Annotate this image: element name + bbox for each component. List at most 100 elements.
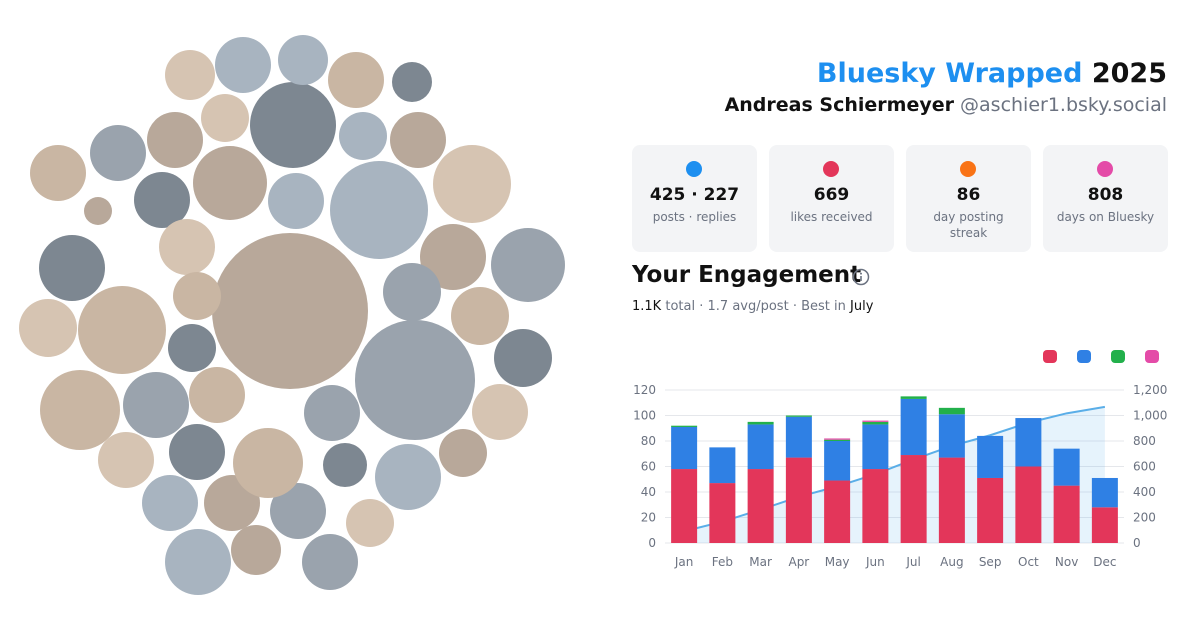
- avatar: [278, 35, 328, 85]
- bar: [785, 457, 812, 543]
- bar: [862, 421, 889, 425]
- avatar: [328, 52, 384, 108]
- avatar: [78, 286, 166, 374]
- user-name: Andreas Schiermeyer: [724, 94, 954, 116]
- avatar: [355, 320, 475, 440]
- legend-icon: [1043, 350, 1057, 363]
- avatar: [173, 272, 221, 320]
- profile: Andreas Schiermeyer @aschier1.bsky.socia…: [725, 94, 1167, 116]
- x-tick-label: Jul: [905, 555, 920, 569]
- stat-label: days on Bluesky: [1056, 210, 1155, 224]
- y2-tick-label: 600: [1133, 460, 1156, 474]
- summary: 1.1K total · 1.7 avg/post · Best in July: [632, 299, 874, 314]
- avatar: [494, 329, 552, 387]
- bar: [1053, 448, 1080, 486]
- legend-icon: [1145, 350, 1159, 363]
- avatar: [90, 125, 146, 181]
- bar: [862, 424, 889, 470]
- bar: [824, 480, 851, 543]
- avatar: [472, 384, 528, 440]
- bar: [824, 441, 851, 481]
- bar: [671, 425, 698, 427]
- section-title: Your Engagement: [632, 262, 862, 288]
- user-handle[interactable]: @aschier1.bsky.social: [960, 94, 1167, 116]
- avatar: [168, 324, 216, 372]
- bar: [1015, 418, 1042, 467]
- info-icon[interactable]: [852, 268, 872, 288]
- avatar: [346, 499, 394, 547]
- stat-value: 425 · 227: [649, 185, 740, 205]
- line-area: [684, 406, 1105, 543]
- bar: [785, 415, 812, 417]
- avatar-cloud: [19, 35, 565, 595]
- title: Bluesky Wrapped 2025: [817, 58, 1167, 89]
- bar: [671, 426, 698, 470]
- avatar: [84, 197, 112, 225]
- avatar: [250, 82, 336, 168]
- avatar: [201, 94, 249, 142]
- total: 1.1K: [632, 299, 662, 314]
- label: total: [665, 299, 696, 314]
- y-tick-label: 60: [641, 460, 656, 474]
- x-tick-label: Jan: [674, 555, 694, 569]
- y-tick-label: 0: [648, 536, 656, 550]
- y2-tick-label: 1,000: [1133, 409, 1167, 423]
- bar: [824, 438, 851, 440]
- avatar: [189, 367, 245, 423]
- x-tick-label: Mar: [749, 555, 772, 569]
- year: 2025: [1091, 58, 1167, 89]
- avatar: [215, 37, 271, 93]
- stat-card: 669 likes received: [769, 145, 894, 252]
- avatar: [30, 145, 86, 201]
- bar: [900, 398, 927, 456]
- avatar: [491, 228, 565, 302]
- avatar: [212, 233, 368, 389]
- avatar: [40, 370, 120, 450]
- avatar: [390, 112, 446, 168]
- stat-card: 808 days on Bluesky: [1043, 145, 1168, 252]
- bar: [977, 435, 1004, 478]
- bar: [709, 447, 736, 484]
- bar: [747, 424, 774, 470]
- avg: 1.7: [707, 299, 729, 314]
- y-tick-label: 120: [633, 383, 656, 397]
- avatar: [433, 145, 511, 223]
- bar: [824, 439, 851, 441]
- stat-label: day posting streak: [933, 210, 1004, 240]
- legend-icon: [1111, 350, 1125, 363]
- avatar: [169, 424, 225, 480]
- x-tick-label: Aug: [940, 555, 963, 569]
- avatar: [330, 161, 428, 259]
- x-tick-label: Oct: [1018, 555, 1039, 569]
- stat-card: 425 · 227 posts · replies: [632, 145, 757, 252]
- avatar: [231, 525, 281, 575]
- stat-icon: [1097, 161, 1113, 177]
- y-tick-label: 80: [641, 434, 656, 448]
- y-tick-label: 100: [633, 409, 656, 423]
- bar: [938, 457, 965, 543]
- stat-label: posts · replies: [652, 210, 737, 224]
- x-tick-label: Dec: [1093, 555, 1116, 569]
- y-tick-label: 20: [641, 511, 656, 525]
- bar: [747, 469, 774, 543]
- stat-value: 669: [813, 185, 850, 205]
- bar: [977, 477, 1004, 543]
- avatar: [233, 428, 303, 498]
- avatar: [134, 172, 190, 228]
- bar: [862, 469, 889, 543]
- bar: [900, 455, 927, 543]
- y2-tick-label: 200: [1133, 511, 1156, 525]
- stat-card: 86 day posting streak: [906, 145, 1031, 252]
- avatar: [193, 146, 267, 220]
- y2-tick-label: 400: [1133, 485, 1156, 499]
- stat-icon: [686, 161, 702, 177]
- avatar: [383, 263, 441, 321]
- label: Best in: [801, 299, 846, 314]
- avatar: [302, 534, 358, 590]
- x-tick-label: May: [825, 555, 850, 569]
- avatar: [268, 173, 324, 229]
- stat-value: 86: [956, 185, 981, 205]
- bar: [938, 407, 965, 415]
- stat-icon: [823, 161, 839, 177]
